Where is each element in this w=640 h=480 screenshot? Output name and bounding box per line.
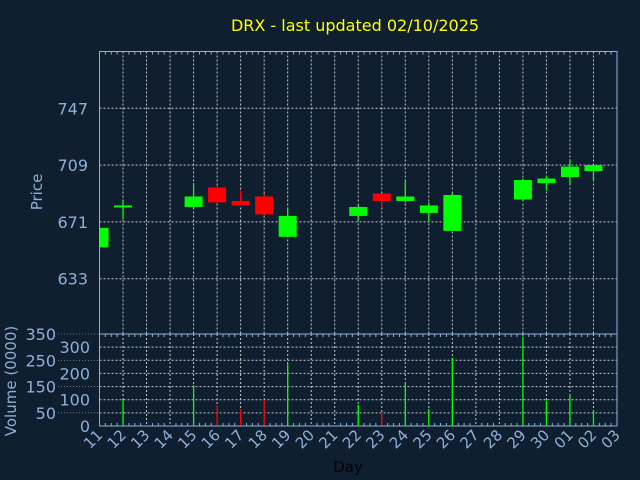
x-tick-label: 16 [198, 426, 224, 452]
x-tick-label: 12 [104, 426, 130, 452]
price-tick-label: 709 [57, 156, 88, 175]
candle-body [208, 187, 227, 203]
candle-body [513, 180, 532, 200]
x-tick-label: 29 [504, 426, 530, 452]
candle-body [584, 165, 603, 172]
x-tick-label: 24 [386, 426, 412, 452]
candle-body [349, 206, 368, 216]
x-tick-label: 23 [362, 426, 388, 452]
volume-plot-frame [99, 333, 618, 427]
x-tick-label: 30 [527, 426, 553, 452]
x-tick-label: 15 [174, 426, 200, 452]
volume-tick-label: 150 [25, 378, 56, 397]
volume-tick-label: 0 [80, 417, 90, 436]
candle-body [396, 196, 415, 201]
price-tick-label: 671 [57, 213, 88, 232]
candle-body [560, 166, 579, 178]
volume-tick-label: 300 [59, 338, 90, 357]
price-tick-label: 633 [57, 270, 88, 289]
x-tick-label: 26 [433, 426, 459, 452]
x-tick-label: 28 [480, 426, 506, 452]
x-tick-label: 21 [315, 426, 341, 452]
x-tick-label: 17 [221, 426, 247, 452]
candle-body [278, 215, 297, 237]
x-tick-label: 19 [268, 426, 294, 452]
x-tick-label: 22 [339, 426, 365, 452]
volume-tick-label: 350 [25, 325, 56, 344]
x-tick-label: 13 [127, 426, 153, 452]
candle-body [372, 193, 391, 201]
volume-tick-label: 250 [25, 351, 56, 370]
candle-body [99, 227, 109, 248]
candle-body [255, 196, 274, 215]
x-tick-label: 01 [551, 426, 577, 452]
candle-body [231, 200, 250, 206]
x-tick-label: 03 [598, 426, 624, 452]
x-tick-label: 18 [245, 426, 271, 452]
chart-title: DRX - last updated 02/10/2025 [231, 16, 479, 35]
volume-tick-label: 200 [59, 364, 90, 383]
volume-axis-label: Volume (0000) [2, 326, 20, 436]
candle-body [419, 205, 438, 213]
candle-body [443, 194, 462, 231]
candle-body [114, 205, 133, 208]
volume-tick-label: 50 [36, 404, 56, 423]
x-tick-label: 14 [151, 426, 177, 452]
x-axis-label: Day [333, 458, 363, 476]
candle-body [537, 178, 556, 184]
price-tick-label: 747 [57, 99, 88, 118]
price-axis-label: Price [28, 174, 46, 211]
x-tick-label: 27 [456, 426, 482, 452]
volume-tick-label: 100 [59, 391, 90, 410]
x-tick-label: 02 [574, 426, 600, 452]
x-tick-label: 20 [292, 426, 318, 452]
x-tick-label: 25 [409, 426, 435, 452]
candle-body [184, 196, 203, 207]
